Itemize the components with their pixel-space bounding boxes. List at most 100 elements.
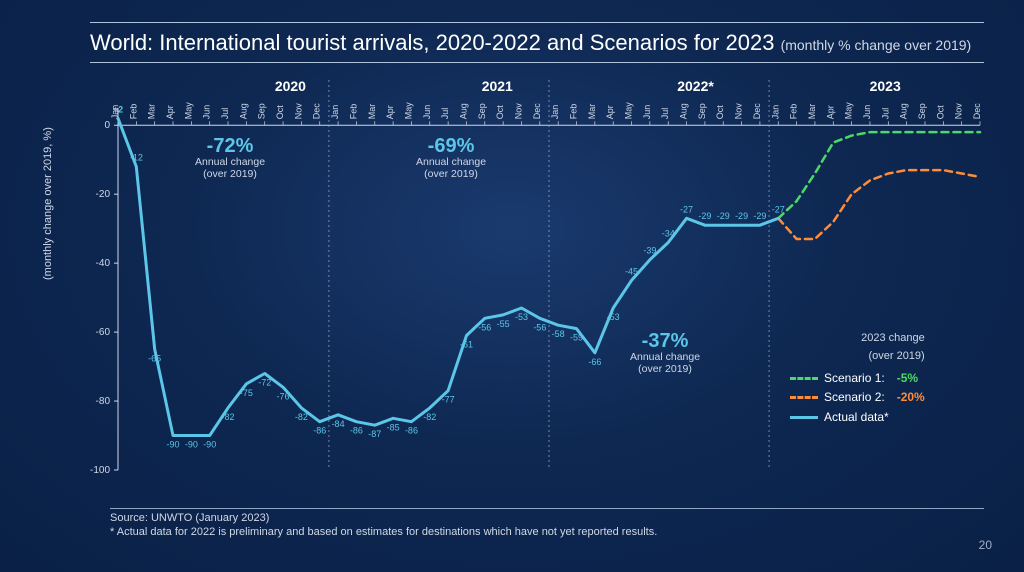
- svg-text:May: May: [183, 102, 193, 120]
- source-rule: [110, 508, 984, 509]
- svg-text:Apr: Apr: [825, 105, 835, 119]
- svg-text:Aug: Aug: [458, 103, 468, 119]
- legend-label: Actual data*: [824, 408, 889, 427]
- svg-text:-90: -90: [167, 440, 180, 450]
- svg-text:Jan: Jan: [550, 105, 560, 120]
- svg-text:Mar: Mar: [147, 104, 157, 120]
- title-sub: (monthly % change over 2019): [781, 37, 972, 53]
- annual-pct: -72%: [195, 135, 265, 157]
- legend-rows: Scenario 1: -5%Scenario 2:-20%Actual data…: [790, 369, 925, 427]
- svg-text:-85: -85: [387, 422, 400, 432]
- svg-text:-90: -90: [185, 440, 198, 450]
- source-text: Source: UNWTO (January 2023) * Actual da…: [110, 512, 657, 540]
- svg-text:-56: -56: [533, 322, 546, 332]
- svg-text:Mar: Mar: [587, 104, 597, 120]
- svg-text:-86: -86: [350, 426, 363, 436]
- legend-row: Scenario 1: -5%: [790, 369, 925, 388]
- svg-text:Jan: Jan: [330, 105, 340, 120]
- svg-text:Aug: Aug: [899, 103, 909, 119]
- svg-text:-55: -55: [497, 319, 510, 329]
- source-line1: Source: UNWTO (January 2023): [110, 512, 269, 524]
- svg-text:Sep: Sep: [257, 103, 267, 119]
- svg-text:Sep: Sep: [917, 103, 927, 119]
- svg-text:-61: -61: [460, 340, 473, 350]
- title-bottom-rule: [90, 62, 984, 63]
- svg-text:-29: -29: [735, 211, 748, 221]
- svg-text:Feb: Feb: [128, 104, 138, 120]
- svg-text:Nov: Nov: [293, 103, 303, 120]
- svg-text:-82: -82: [295, 412, 308, 422]
- title-main: World: International tourist arrivals, 2…: [90, 30, 774, 55]
- annual-change-annotation: -72%Annual change(over 2019): [195, 135, 265, 180]
- svg-text:-45: -45: [625, 266, 638, 276]
- svg-text:-12: -12: [130, 153, 143, 163]
- legend-value: -20%: [897, 388, 925, 407]
- svg-text:-27: -27: [680, 204, 693, 214]
- legend: 2023 change (over 2019) Scenario 1: -5%Sc…: [790, 330, 925, 427]
- svg-text:-39: -39: [643, 246, 656, 256]
- svg-text:-77: -77: [442, 395, 455, 405]
- svg-text:-27: -27: [772, 204, 785, 214]
- svg-text:Apr: Apr: [385, 105, 395, 119]
- svg-text:Dec: Dec: [312, 103, 322, 120]
- svg-text:May: May: [403, 102, 413, 120]
- title-top-rule: [90, 22, 984, 23]
- svg-text:-40: -40: [96, 258, 111, 269]
- page-number: 20: [979, 538, 992, 552]
- legend-row: Scenario 2:-20%: [790, 388, 925, 407]
- svg-text:Jun: Jun: [202, 105, 212, 120]
- annual-lbl1: Annual change: [416, 157, 486, 169]
- svg-text:-87: -87: [368, 429, 381, 439]
- svg-text:May: May: [844, 102, 854, 120]
- svg-text:-53: -53: [515, 312, 528, 322]
- svg-text:-76: -76: [277, 391, 290, 401]
- svg-text:-58: -58: [552, 329, 565, 339]
- svg-text:Feb: Feb: [789, 104, 799, 120]
- svg-text:Dec: Dec: [752, 103, 762, 120]
- year-header: 2021: [467, 78, 527, 94]
- svg-text:-29: -29: [753, 211, 766, 221]
- svg-text:-20: -20: [96, 189, 111, 200]
- svg-text:-59: -59: [570, 333, 583, 343]
- chart-title: World: International tourist arrivals, 2…: [90, 30, 971, 56]
- svg-text:Feb: Feb: [569, 104, 579, 120]
- svg-text:Jun: Jun: [422, 105, 432, 120]
- annual-pct: -69%: [416, 135, 486, 157]
- annual-change-annotation: -69%Annual change(over 2019): [416, 135, 486, 180]
- svg-text:-86: -86: [313, 426, 326, 436]
- svg-text:Feb: Feb: [348, 104, 358, 120]
- svg-text:-80: -80: [96, 396, 111, 407]
- svg-text:Mar: Mar: [367, 104, 377, 120]
- svg-text:Nov: Nov: [734, 103, 744, 120]
- svg-text:Apr: Apr: [165, 105, 175, 119]
- svg-text:-100: -100: [90, 465, 110, 476]
- legend-header: 2023 change (over 2019): [790, 330, 925, 365]
- svg-text:Jan: Jan: [770, 105, 780, 120]
- legend-swatch: [790, 416, 818, 419]
- svg-text:-82: -82: [222, 412, 235, 422]
- year-header: 2020: [260, 78, 320, 94]
- svg-text:Dec: Dec: [532, 103, 542, 120]
- svg-text:Jun: Jun: [642, 105, 652, 120]
- svg-text:-65: -65: [148, 353, 161, 363]
- legend-swatch: [790, 396, 818, 399]
- svg-text:Sep: Sep: [477, 103, 487, 119]
- svg-text:-34: -34: [662, 228, 675, 238]
- legend-value: -5%: [897, 369, 918, 388]
- svg-text:-53: -53: [607, 312, 620, 322]
- year-header: 2022*: [666, 78, 726, 94]
- svg-text:Oct: Oct: [935, 105, 945, 120]
- svg-text:-90: -90: [203, 440, 216, 450]
- svg-text:Nov: Nov: [954, 103, 964, 120]
- legend-label: Scenario 1:: [824, 369, 885, 388]
- svg-text:Apr: Apr: [605, 105, 615, 119]
- legend-swatch: [790, 377, 818, 380]
- annual-lbl2: (over 2019): [416, 169, 486, 181]
- year-header: 2023: [855, 78, 915, 94]
- svg-text:May: May: [624, 102, 634, 120]
- svg-text:-29: -29: [717, 211, 730, 221]
- svg-text:Oct: Oct: [495, 105, 505, 120]
- svg-text:Nov: Nov: [513, 103, 523, 120]
- y-axis-label: (monthly change over 2019, %): [42, 127, 54, 280]
- annual-pct: -37%: [630, 330, 700, 352]
